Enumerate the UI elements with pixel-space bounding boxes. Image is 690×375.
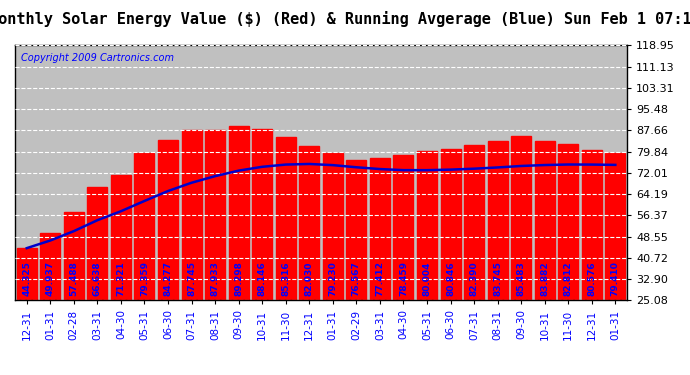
Text: 84.277: 84.277 [164,261,172,296]
Text: 66.638: 66.638 [93,262,102,296]
Text: 79.410: 79.410 [611,261,620,296]
Text: 80.576: 80.576 [0,374,1,375]
Text: 80.846: 80.846 [0,374,1,375]
Text: 85.483: 85.483 [517,262,526,296]
Text: 80.846: 80.846 [446,262,455,296]
Text: 82.812: 82.812 [564,262,573,296]
Bar [323,153,343,369]
Text: 79.359: 79.359 [140,261,149,296]
Text: 76.567: 76.567 [0,374,1,375]
Bar [135,153,155,369]
Text: 71.321: 71.321 [0,374,1,375]
Text: 87.745: 87.745 [0,374,1,375]
Bar [158,140,178,369]
Bar [299,146,319,369]
Text: 80.576: 80.576 [587,262,596,296]
Text: 66.638: 66.638 [0,374,1,375]
Text: 82.390: 82.390 [0,374,1,375]
Text: 79.410: 79.410 [0,374,1,375]
Text: 78.459: 78.459 [0,374,1,375]
Bar [440,149,460,369]
Bar [464,145,484,369]
Bar [370,158,390,369]
Text: 87.933: 87.933 [0,374,1,375]
Bar [276,137,296,369]
Text: 83.882: 83.882 [540,262,549,296]
Bar [17,248,37,369]
Text: 57.488: 57.488 [70,261,79,296]
Text: 71.321: 71.321 [117,262,126,296]
Text: 83.745: 83.745 [0,374,1,375]
Bar [181,130,201,369]
Bar [582,150,602,369]
Bar [511,136,531,369]
Bar [558,144,578,369]
Text: 79.230: 79.230 [0,374,1,375]
Text: 82.812: 82.812 [0,374,1,375]
Text: 78.459: 78.459 [399,261,408,296]
Text: Copyright 2009 Cartronics.com: Copyright 2009 Cartronics.com [21,53,174,63]
Text: 89.298: 89.298 [0,374,1,375]
Bar [111,175,131,369]
Bar [228,126,248,369]
Bar [535,141,555,369]
Text: 89.298: 89.298 [234,261,243,296]
Text: 79.230: 79.230 [328,262,337,296]
Text: 82.030: 82.030 [305,262,314,296]
Text: 44.325: 44.325 [22,261,31,296]
Bar [252,129,272,369]
Text: 49.937: 49.937 [46,261,55,296]
Text: 82.030: 82.030 [0,374,1,375]
Text: 44.325: 44.325 [0,374,1,375]
Text: 79.359: 79.359 [0,374,1,375]
Bar [346,160,366,369]
Bar [605,153,625,369]
Text: 84.277: 84.277 [0,374,1,375]
Bar [393,155,413,369]
Bar [488,141,508,369]
Text: 88.146: 88.146 [257,262,267,296]
Text: 87.745: 87.745 [187,261,196,296]
Text: 85.483: 85.483 [0,374,1,375]
Text: 77.412: 77.412 [375,261,384,296]
Text: 87.933: 87.933 [210,261,219,296]
Text: 88.146: 88.146 [0,374,1,375]
Text: 80.004: 80.004 [422,262,431,296]
Bar [88,188,108,369]
Text: 82.390: 82.390 [470,262,479,296]
Text: 57.488: 57.488 [0,374,1,375]
Text: 85.316: 85.316 [282,262,290,296]
Text: 49.937: 49.937 [0,374,1,375]
Bar [64,212,84,369]
Text: 83.882: 83.882 [0,374,1,375]
Text: 76.567: 76.567 [352,261,361,296]
Bar [205,130,225,369]
Bar [40,233,60,369]
Text: 83.745: 83.745 [493,261,502,296]
Text: 85.316: 85.316 [0,374,1,375]
Text: Monthly Solar Energy Value ($) (Red) & Running Avgerage (Blue) Sun Feb 1 07:10: Monthly Solar Energy Value ($) (Red) & R… [0,11,690,27]
Text: 80.004: 80.004 [0,374,1,375]
Text: 77.412: 77.412 [0,374,1,375]
Bar [417,151,437,369]
